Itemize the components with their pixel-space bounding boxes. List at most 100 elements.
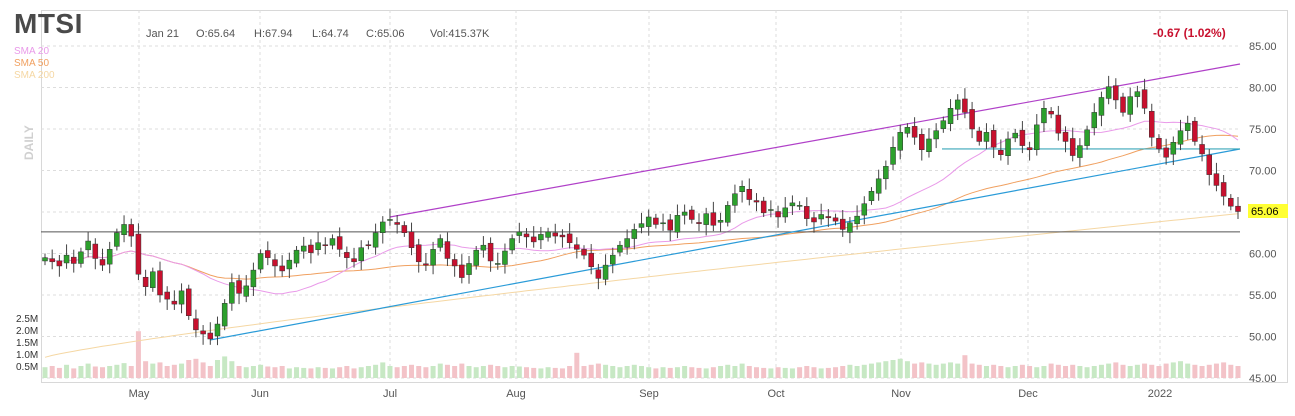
- time-axis-label: May: [129, 388, 150, 400]
- volume-bar: [401, 366, 407, 378]
- volume-bar: [495, 366, 501, 378]
- time-axis-label: Jul: [383, 388, 397, 400]
- candle-down: [689, 209, 695, 220]
- volume-bar: [732, 366, 738, 378]
- ohlc-date: Jan 21: [146, 28, 180, 40]
- ohlc-high: H:67.94: [254, 28, 293, 40]
- candle-up: [329, 238, 336, 246]
- candle-down: [49, 258, 55, 263]
- volume-bar: [1156, 366, 1162, 378]
- candle-up: [150, 271, 156, 288]
- time-axis-label: Oct: [767, 388, 784, 400]
- volume-bar: [272, 367, 278, 378]
- volume-bar: [509, 366, 515, 378]
- candle-up: [178, 290, 185, 305]
- candle-up: [387, 219, 393, 221]
- price-tick-label: 50.00: [1249, 332, 1277, 344]
- volume-bar: [243, 367, 249, 378]
- volume-bar: [236, 366, 242, 378]
- volume-bar: [150, 363, 156, 378]
- candle-down: [1141, 89, 1148, 109]
- volume-bar: [1027, 366, 1033, 378]
- volume-bar: [394, 367, 400, 378]
- volume-bar: [1070, 364, 1076, 378]
- candle-down: [344, 252, 350, 258]
- volume-bar: [833, 367, 839, 378]
- volume-bar: [128, 366, 134, 378]
- volume-bar: [883, 361, 889, 378]
- candle-down: [236, 280, 242, 294]
- volume-bar: [416, 366, 422, 378]
- candle-up: [300, 245, 307, 252]
- volume-bar: [1012, 366, 1018, 378]
- candle-down: [804, 206, 810, 219]
- volume-bar: [840, 366, 846, 378]
- volume-bar: [71, 368, 77, 378]
- candle-down: [566, 233, 573, 243]
- candle-down: [394, 222, 400, 225]
- candle-up: [768, 209, 774, 211]
- price-tick-label: 45.00: [1249, 373, 1277, 385]
- volume-bar: [488, 364, 494, 378]
- candle-down: [444, 241, 451, 259]
- candle-up: [380, 221, 386, 234]
- candle-up: [638, 223, 645, 228]
- volume-bar: [186, 360, 192, 378]
- volume-axis: 2.5M2.0M1.5M1.0M0.5M: [16, 314, 38, 373]
- candle-down: [1156, 138, 1162, 150]
- volume-bar: [1005, 367, 1011, 378]
- price-tick-label: 80.00: [1249, 83, 1277, 95]
- volume-bar: [933, 364, 939, 378]
- volume-bar: [265, 366, 271, 378]
- candle-up: [1012, 132, 1018, 139]
- volume-bar: [179, 363, 185, 378]
- volume-bar: [524, 367, 530, 378]
- candle-up: [466, 263, 472, 275]
- volume-bar: [351, 368, 357, 378]
- candle-up: [926, 138, 932, 152]
- candle-down: [1113, 85, 1119, 101]
- volume-bar: [1106, 363, 1112, 378]
- volume-bar: [897, 358, 903, 378]
- candle-up: [221, 303, 228, 327]
- volume-bar: [466, 366, 472, 378]
- volume-bar: [768, 368, 774, 378]
- candle-up: [631, 229, 638, 239]
- candle-down: [1120, 96, 1126, 113]
- volume-bar: [301, 367, 307, 378]
- candle-up: [42, 257, 48, 262]
- candle-down: [415, 244, 422, 263]
- volume-bar: [868, 363, 874, 378]
- candle-up: [1127, 96, 1133, 115]
- volume-bar: [567, 366, 573, 378]
- candle-up: [947, 108, 954, 124]
- volume-bar: [890, 360, 896, 378]
- candle-down: [401, 225, 408, 233]
- volume-bar: [854, 366, 860, 378]
- volume-bar: [193, 358, 199, 378]
- last-price-label: 65.06: [1251, 206, 1279, 218]
- volume-bar: [825, 367, 831, 378]
- volume-bar: [1149, 364, 1155, 378]
- price-tick-label: 60.00: [1249, 249, 1277, 261]
- candle-up: [1177, 130, 1184, 145]
- candle-up: [78, 251, 84, 264]
- volume-bar: [1163, 363, 1169, 378]
- candle-down: [135, 233, 142, 275]
- candle-up: [868, 191, 875, 201]
- candle-up: [660, 222, 666, 225]
- candle-down: [1048, 110, 1054, 115]
- candles: [42, 75, 1241, 346]
- volume-bar: [689, 367, 695, 378]
- volume-bar: [387, 366, 393, 378]
- candle-down: [574, 244, 580, 250]
- candle-up: [732, 193, 738, 206]
- volume-bar: [279, 366, 285, 378]
- volume-bar: [789, 368, 795, 378]
- volume-bar: [1127, 366, 1133, 378]
- candle-up: [1098, 97, 1105, 116]
- volume-bar: [99, 367, 105, 378]
- volume-bar: [107, 366, 113, 378]
- volume-bar: [1041, 366, 1047, 378]
